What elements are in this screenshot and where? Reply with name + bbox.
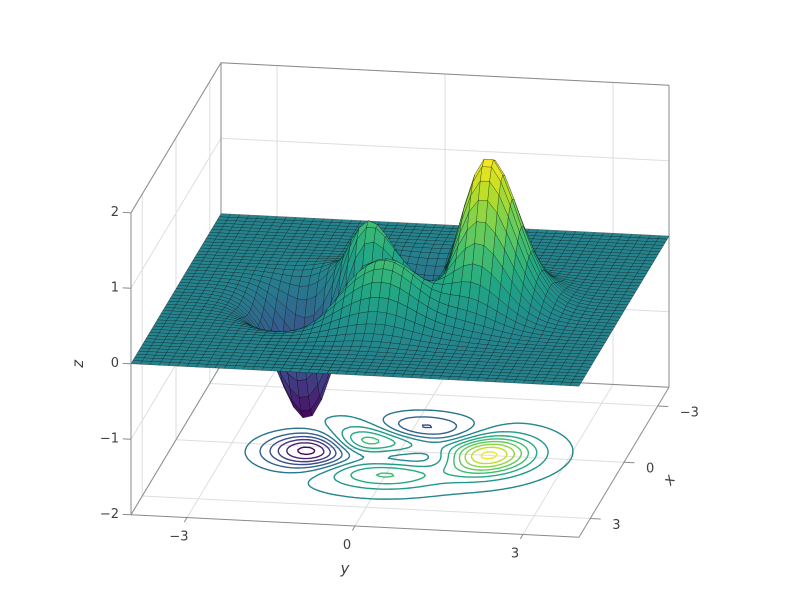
plot-canvas [0,0,800,600]
surface-plot-figure [0,0,800,600]
